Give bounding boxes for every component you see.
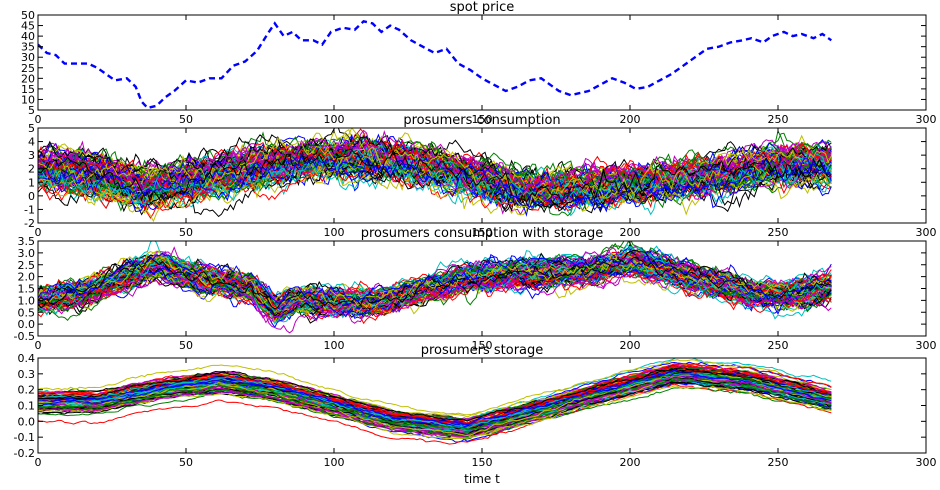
x-tick-label: 50 <box>179 113 193 126</box>
y-tick-label: 3 <box>28 149 35 162</box>
series-line-112 <box>38 249 832 317</box>
y-tick-label: 20 <box>21 72 35 85</box>
y-tick-label: -0.1 <box>14 431 35 444</box>
y-tick-label: 10 <box>21 93 35 106</box>
y-tick-label: 0.3 <box>18 368 36 381</box>
y-tick-label: 1.5 <box>18 283 36 296</box>
y-tick-label: 35 <box>21 41 35 54</box>
series-line-118 <box>38 255 832 309</box>
x-tick-label: 250 <box>768 226 789 239</box>
y-tick-label: 1 <box>28 176 35 189</box>
x-tick-label: 0 <box>35 339 42 352</box>
panel-1: 0 50 100 150 200 250 3005101520253035404550spo… <box>21 0 937 126</box>
series-line-103 <box>38 246 832 303</box>
y-tick-label: -1 <box>24 203 35 216</box>
x-tick-label: 250 <box>768 456 789 469</box>
y-tick-label: 50 <box>21 9 35 22</box>
series-line-98 <box>38 368 832 422</box>
series-line-111 <box>38 146 832 216</box>
y-tick-label: -0.2 <box>14 447 35 460</box>
x-tick-label: 100 <box>324 339 345 352</box>
series-group <box>38 19 832 110</box>
series-line-114 <box>38 147 832 201</box>
series-line-118 <box>38 137 832 208</box>
x-tick-label: 300 <box>916 339 937 352</box>
x-tick-label: 200 <box>620 113 641 126</box>
y-tick-label: 40 <box>21 30 35 43</box>
y-tick-label: 3.0 <box>18 247 36 260</box>
series-line-116 <box>38 143 832 202</box>
series-line-120 <box>38 252 832 305</box>
x-tick-label: 0 <box>35 456 42 469</box>
y-tick-label: 2 <box>28 163 35 176</box>
y-tick-label: 3.5 <box>18 235 36 248</box>
y-tick-label: 5 <box>28 104 35 117</box>
y-tick-label: 2.0 <box>18 271 36 284</box>
y-tick-label: 15 <box>21 83 35 96</box>
y-tick-label: 45 <box>21 20 35 33</box>
x-tick-label: 200 <box>620 226 641 239</box>
x-tick-label: 50 <box>179 456 193 469</box>
y-tick-label: -2 <box>24 217 35 230</box>
series-line-93 <box>38 377 832 438</box>
x-tick-label: 0 <box>35 113 42 126</box>
y-tick-label: 0.0 <box>18 415 36 428</box>
x-tick-label: 150 <box>472 339 493 352</box>
y-tick-label: -0.5 <box>14 330 35 343</box>
y-tick-label: 0 <box>28 190 35 203</box>
x-tick-label: 150 <box>472 226 493 239</box>
chart-title: prosumers consumption <box>403 113 560 128</box>
series-line-120 <box>38 154 832 209</box>
x-tick-label: 150 <box>472 113 493 126</box>
y-tick-label: 0.2 <box>18 384 36 397</box>
y-tick-label: 5 <box>28 122 35 135</box>
series-line-105 <box>38 150 832 210</box>
series-line-83 <box>38 359 832 418</box>
x-tick-label: 100 <box>324 456 345 469</box>
x-tick-label: 300 <box>916 113 937 126</box>
x-tick-label: 50 <box>179 226 193 239</box>
y-tick-label: 1.0 <box>18 294 36 307</box>
series-line-100 <box>38 371 832 430</box>
y-tick-label: 4 <box>28 136 35 149</box>
x-tick-label: 100 <box>324 226 345 239</box>
chart-title: prosumers storage <box>421 343 544 358</box>
x-tick-label: 300 <box>916 226 937 239</box>
series-group <box>38 241 832 334</box>
series-line-74 <box>38 377 832 433</box>
series-line-119 <box>38 149 832 205</box>
panel-4: 0 50 100 150 200 250 300 -0.2 -0.1 0.0 0.1 0.2 0.3 0.… <box>14 343 937 486</box>
x-tick-label: 150 <box>472 456 493 469</box>
x-tick-label: 200 <box>620 456 641 469</box>
series-line-96 <box>38 374 832 435</box>
series-group <box>38 128 832 223</box>
x-axis-label: time t <box>464 472 500 486</box>
series-group <box>38 358 832 445</box>
panel-3: 0 50 100 150 200 250 300 -0.50.00.51.01.52.02.5… <box>14 226 937 352</box>
chart-title: spot price <box>450 0 515 15</box>
y-tick-label: 0.4 <box>18 352 36 365</box>
x-tick-label: 0 <box>35 226 42 239</box>
plot-frame <box>37 14 927 111</box>
x-tick-label: 300 <box>916 456 937 469</box>
y-tick-label: 30 <box>21 51 35 64</box>
y-tick-label: 25 <box>21 62 35 75</box>
chart-title: prosumers consumption with storage <box>361 226 604 241</box>
x-tick-label: 250 <box>768 113 789 126</box>
y-tick-label: 0.5 <box>18 306 36 319</box>
series-line-87 <box>38 365 832 424</box>
y-tick-label: 2.5 <box>18 259 36 272</box>
x-tick-label: 100 <box>324 113 345 126</box>
x-tick-label: 50 <box>179 339 193 352</box>
series-line-84 <box>38 143 832 204</box>
x-tick-label: 200 <box>620 339 641 352</box>
x-tick-label: 250 <box>768 339 789 352</box>
series-line-119 <box>38 256 832 310</box>
series-line-99 <box>38 373 832 425</box>
series-line-1 <box>38 19 832 110</box>
y-tick-label: 0.1 <box>18 400 36 413</box>
y-tick-label: 0.0 <box>18 318 36 331</box>
